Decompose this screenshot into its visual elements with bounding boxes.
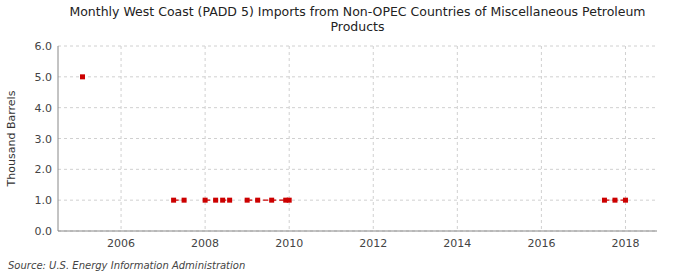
title-line: Products [331,19,385,34]
grid-line-y [58,231,657,232]
point [80,74,85,79]
grid-line-y [58,46,657,47]
point [220,198,225,203]
grid-line-x [373,46,374,231]
grid-line-x [121,46,122,231]
y-axis-line [58,46,59,231]
y-tick-label: 5.0 [35,71,53,84]
grid-line-y [58,200,657,201]
grid-line-x [541,46,542,231]
axes: 0.0 1.0 2.0 3.0 4.0 5.0 6.0 2006 2008 2010 2012 201… [35,40,658,250]
grid [58,46,657,231]
x-axis-line [58,231,657,232]
x-tick-label: 2012 [359,237,387,250]
chart: Monthly West Coast (PADD 5) Imports from… [0,0,675,275]
series-line [174,200,626,201]
grid-line-x [457,46,458,231]
point [203,198,208,203]
x-tick-label: 2010 [275,237,303,250]
grid-line-x [625,46,626,231]
point [245,198,250,203]
grid-line-x [205,46,206,231]
grid-line-y [58,138,657,139]
point [269,198,274,203]
y-tick-label: 6.0 [35,40,53,53]
x-tick-label: 2008 [191,237,219,250]
x-tick-label: 2014 [443,237,471,250]
point [182,198,187,203]
grid-line-y [58,76,657,77]
y-tick-label: 0.0 [35,225,53,238]
title-line: Monthly West Coast (PADD 5) Imports from… [69,4,645,19]
title: Monthly West Coast (PADD 5) Imports from… [69,4,645,34]
x-tick-label: 2018 [611,237,639,250]
y-tick-label: 1.0 [35,194,53,207]
point [227,198,232,203]
x-tick-label: 2016 [527,237,555,250]
x-tick-label: 2006 [107,237,135,250]
point [602,198,607,203]
point [287,198,292,203]
point [213,198,218,203]
y-axis-label: Thousand Barrels [5,90,18,187]
grid-line-x [289,46,290,231]
point [171,198,176,203]
grid-line-y [58,107,657,108]
point [623,198,628,203]
y-tick-label: 4.0 [35,102,53,115]
y-tick-label: 2.0 [35,163,53,176]
point [612,198,617,203]
grid-line-y [58,169,657,170]
plot-area [80,74,628,202]
y-tick-label: 3.0 [35,133,53,146]
source: Source: U.S. Energy Information Administ… [8,260,245,271]
point [255,198,260,203]
